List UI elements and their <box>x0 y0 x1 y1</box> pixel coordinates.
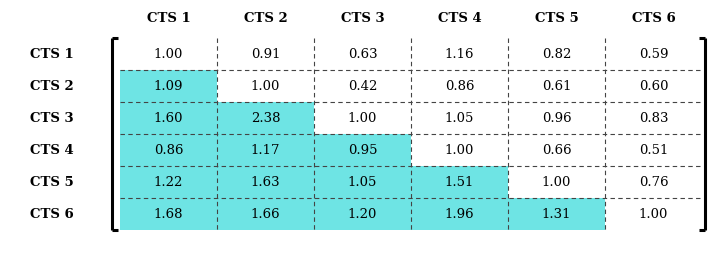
Text: 1.20: 1.20 <box>347 208 378 221</box>
Text: 1.00: 1.00 <box>154 47 183 61</box>
Text: 0.86: 0.86 <box>445 79 474 92</box>
Bar <box>605 102 702 134</box>
Bar <box>314 70 411 102</box>
Text: CTS 2: CTS 2 <box>30 79 74 92</box>
Text: CTS 6: CTS 6 <box>631 12 676 25</box>
Bar <box>508 102 605 134</box>
Text: CTS 4: CTS 4 <box>30 144 74 156</box>
Text: CTS 6: CTS 6 <box>30 208 74 221</box>
Bar <box>605 38 702 70</box>
Text: 0.51: 0.51 <box>638 144 669 156</box>
Bar <box>605 134 702 166</box>
Bar <box>411 198 508 230</box>
Text: 0.83: 0.83 <box>638 112 669 124</box>
Text: 0.60: 0.60 <box>638 79 669 92</box>
Text: CTS 5: CTS 5 <box>30 176 74 188</box>
Text: 1.00: 1.00 <box>638 208 669 221</box>
Text: 0.61: 0.61 <box>542 79 571 92</box>
Text: CTS 3: CTS 3 <box>340 12 385 25</box>
Text: CTS 4: CTS 4 <box>438 12 481 25</box>
Text: 1.66: 1.66 <box>251 208 280 221</box>
Bar <box>508 70 605 102</box>
Text: 1.05: 1.05 <box>347 176 378 188</box>
Text: CTS 1: CTS 1 <box>147 12 190 25</box>
Bar <box>411 134 508 166</box>
Bar <box>508 38 605 70</box>
Text: 0.91: 0.91 <box>251 47 280 61</box>
Text: 0.42: 0.42 <box>347 79 378 92</box>
Bar <box>120 38 217 70</box>
Text: 0.86: 0.86 <box>154 144 183 156</box>
Bar <box>605 70 702 102</box>
Bar <box>120 70 217 102</box>
Text: 1.00: 1.00 <box>445 144 474 156</box>
Bar <box>314 166 411 198</box>
Text: 0.96: 0.96 <box>542 112 571 124</box>
Text: 1.09: 1.09 <box>154 79 183 92</box>
Text: CTS 2: CTS 2 <box>244 12 287 25</box>
Bar <box>508 198 605 230</box>
Text: 0.82: 0.82 <box>542 47 571 61</box>
Text: 1.60: 1.60 <box>154 112 183 124</box>
Bar <box>411 70 508 102</box>
Bar <box>217 166 314 198</box>
Bar <box>508 134 605 166</box>
Bar <box>314 102 411 134</box>
Text: 0.66: 0.66 <box>542 144 571 156</box>
Text: CTS 1: CTS 1 <box>30 47 74 61</box>
Text: 1.22: 1.22 <box>154 176 183 188</box>
Text: 1.31: 1.31 <box>542 208 571 221</box>
Bar <box>120 198 217 230</box>
Bar <box>217 38 314 70</box>
Text: CTS 5: CTS 5 <box>535 12 578 25</box>
Bar <box>605 198 702 230</box>
Bar <box>217 198 314 230</box>
Bar <box>411 102 508 134</box>
Bar <box>217 70 314 102</box>
Text: 1.00: 1.00 <box>542 176 571 188</box>
Text: 1.00: 1.00 <box>251 79 280 92</box>
Bar <box>314 198 411 230</box>
Text: 1.51: 1.51 <box>445 176 474 188</box>
Text: 1.96: 1.96 <box>445 208 474 221</box>
Bar <box>217 102 314 134</box>
Bar <box>411 166 508 198</box>
Text: 2.38: 2.38 <box>251 112 280 124</box>
Bar <box>605 166 702 198</box>
Text: 0.95: 0.95 <box>347 144 378 156</box>
Text: 0.76: 0.76 <box>638 176 669 188</box>
Text: 1.00: 1.00 <box>347 112 378 124</box>
Text: 1.63: 1.63 <box>251 176 280 188</box>
Bar <box>314 134 411 166</box>
Bar <box>508 166 605 198</box>
Bar <box>217 134 314 166</box>
Bar <box>120 134 217 166</box>
Bar <box>120 166 217 198</box>
Text: 0.59: 0.59 <box>638 47 669 61</box>
Text: 0.63: 0.63 <box>347 47 378 61</box>
Text: CTS 3: CTS 3 <box>30 112 74 124</box>
Text: 1.68: 1.68 <box>154 208 183 221</box>
Bar <box>120 102 217 134</box>
Text: 1.17: 1.17 <box>251 144 280 156</box>
Bar <box>411 38 508 70</box>
Text: 1.05: 1.05 <box>445 112 474 124</box>
Bar <box>314 38 411 70</box>
Text: 1.16: 1.16 <box>445 47 474 61</box>
